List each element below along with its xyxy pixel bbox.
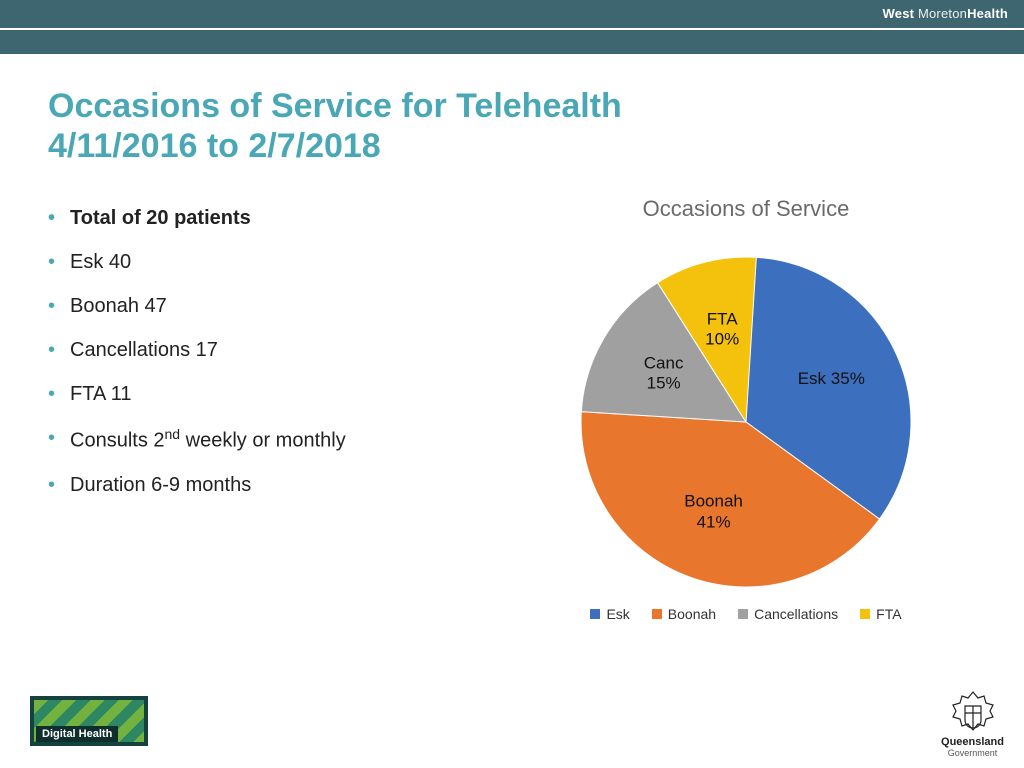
bullet-list: Total of 20 patientsEsk 40Boonah 47Cance…: [48, 196, 488, 507]
brand-part3: Health: [967, 6, 1008, 21]
legend-item-fta: FTA: [860, 606, 901, 622]
chart-column: Occasions of Service Esk 35% Boonah41% Can…: [508, 196, 984, 622]
header-divider: [0, 28, 1024, 30]
slice-label-fta: FTA10%: [705, 309, 739, 350]
pie-svg: [566, 232, 926, 592]
digital-health-logo: Digital Health: [30, 696, 148, 746]
chart-legend: Esk Boonah Cancellations FTA: [508, 606, 984, 622]
bullet-item: FTA 11: [48, 372, 488, 416]
bullets-column: Total of 20 patientsEsk 40Boonah 47Cance…: [48, 196, 488, 622]
legend-swatch: [860, 609, 870, 619]
chart-title: Occasions of Service: [508, 196, 984, 222]
title-line1: Occasions of Service for Telehealth: [48, 87, 622, 125]
bullet-item: Total of 20 patients: [48, 196, 488, 240]
bullet-item: Cancellations 17: [48, 328, 488, 372]
title-line2: 4/11/2016 to 2/7/2018: [48, 127, 381, 165]
bullet-item: Esk 40: [48, 240, 488, 284]
legend-label: FTA: [876, 606, 901, 622]
content-region: Total of 20 patientsEsk 40Boonah 47Cance…: [0, 176, 1024, 622]
legend-swatch: [652, 609, 662, 619]
legend-swatch: [590, 609, 600, 619]
footer: Digital Health Queensland Government: [0, 680, 1024, 768]
bullet-item: Duration 6-9 months: [48, 463, 488, 507]
legend-label: Esk: [606, 606, 629, 622]
legend-item-boonah: Boonah: [652, 606, 716, 622]
legend-label: Boonah: [668, 606, 716, 622]
bullet-item: Boonah 47: [48, 284, 488, 328]
slice-label-esk: Esk 35%: [798, 369, 865, 389]
qg-line1: Queensland: [941, 736, 1004, 748]
legend-item-esk: Esk: [590, 606, 629, 622]
bullet-item: Consults 2nd weekly or monthly: [48, 416, 488, 463]
brand-part1: West: [883, 6, 915, 21]
qld-gov-logo: Queensland Government: [941, 688, 1004, 758]
header-band: West MoretonHealth: [0, 0, 1024, 54]
slide-title: Occasions of Service for Telehealth 4/11…: [48, 86, 976, 166]
qg-line2: Government: [941, 748, 1004, 758]
brand-part2: Moreton: [914, 6, 967, 21]
legend-swatch: [738, 609, 748, 619]
legend-item-cancellations: Cancellations: [738, 606, 838, 622]
crest-icon: [945, 688, 1001, 734]
legend-label: Cancellations: [754, 606, 838, 622]
pie-chart: Esk 35% Boonah41% Canc15% FTA10%: [566, 232, 926, 592]
slice-label-cancellations: Canc15%: [644, 353, 684, 394]
slice-label-boonah: Boonah41%: [684, 492, 743, 533]
digital-health-text: Digital Health: [36, 726, 118, 742]
brand-text: West MoretonHealth: [883, 6, 1008, 21]
title-block: Occasions of Service for Telehealth 4/11…: [0, 54, 1024, 176]
